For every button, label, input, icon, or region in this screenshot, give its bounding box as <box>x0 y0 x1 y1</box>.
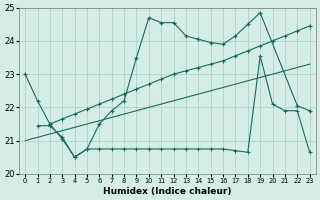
X-axis label: Humidex (Indice chaleur): Humidex (Indice chaleur) <box>103 187 232 196</box>
